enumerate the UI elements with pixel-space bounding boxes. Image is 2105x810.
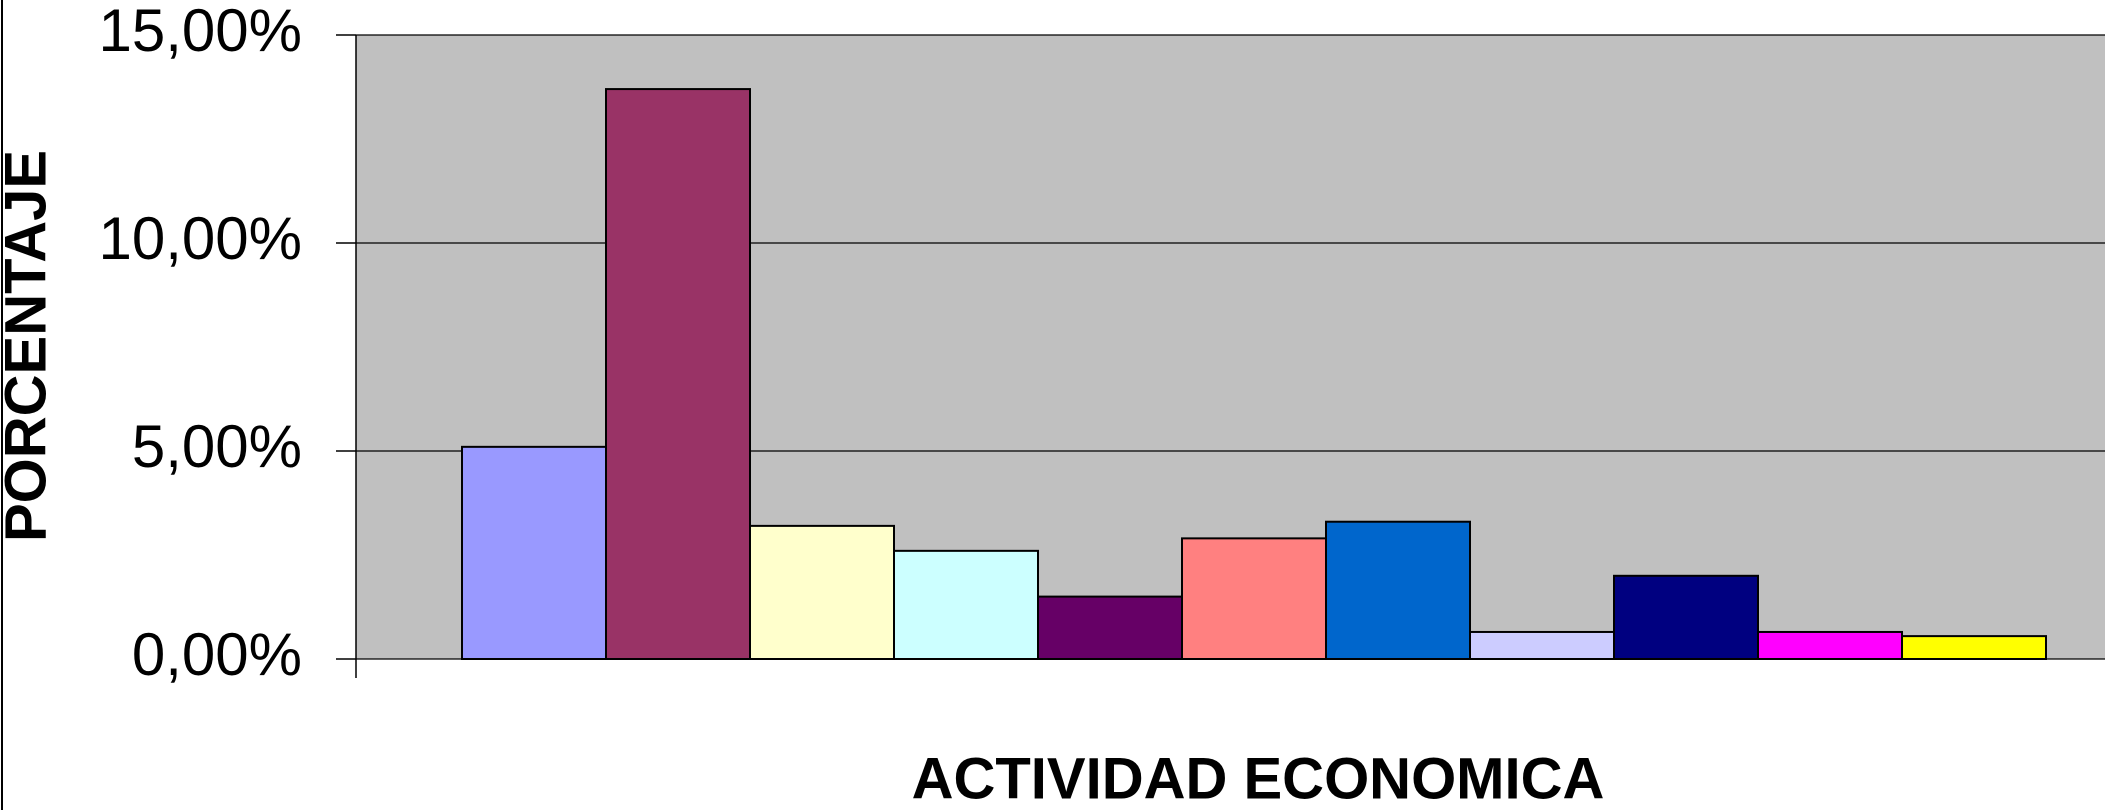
bar	[1469, 630, 1615, 661]
bar	[1613, 574, 1759, 660]
bar	[1037, 595, 1183, 660]
y-tick-label: 5,00%	[132, 413, 302, 480]
bar	[749, 524, 895, 660]
bar	[1325, 520, 1471, 660]
bar	[461, 445, 607, 660]
y-tick-label: 0,00%	[132, 621, 302, 688]
bar	[1181, 537, 1327, 660]
y-tick-label: 10,00%	[99, 205, 303, 272]
bar	[605, 88, 751, 660]
bar	[1757, 630, 1903, 661]
bar	[893, 549, 1039, 661]
x-axis-title: ACTIVIDAD ECONOMICA	[912, 746, 1605, 810]
bar	[1901, 635, 2047, 660]
y-axis-title: PORCENTAJE	[0, 150, 58, 542]
y-tick-label: 15,00%	[99, 0, 303, 64]
